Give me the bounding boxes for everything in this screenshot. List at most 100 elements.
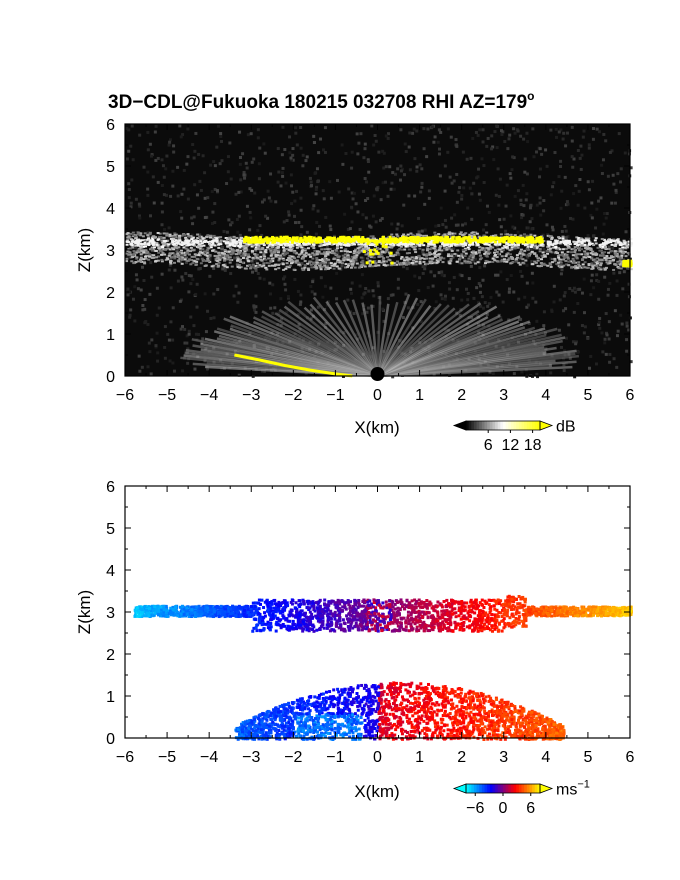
noise-pixel xyxy=(350,166,354,170)
noise-pixel xyxy=(448,287,452,291)
noise-pixel xyxy=(549,256,553,260)
cloud-pixel xyxy=(361,259,365,262)
strong-echo-pixel xyxy=(259,240,263,244)
noise-pixel xyxy=(601,158,605,162)
noise-pixel xyxy=(172,369,176,373)
cloud-pixel xyxy=(245,244,249,247)
noise-pixel xyxy=(560,189,564,193)
cloud-pixel xyxy=(581,263,585,266)
noise-pixel xyxy=(557,250,561,254)
noise-pixel xyxy=(197,333,201,337)
cloud-pixel xyxy=(605,257,609,260)
noise-pixel xyxy=(401,167,405,171)
cloud-pixel xyxy=(238,266,242,269)
cloud-pixel xyxy=(198,235,202,238)
noise-pixel xyxy=(563,291,567,295)
cloud-pixel xyxy=(433,231,437,234)
cloud-pixel xyxy=(249,236,253,239)
noise-pixel xyxy=(146,148,150,152)
strong-echo-pixel xyxy=(253,239,257,243)
cloud-pixel xyxy=(281,257,285,260)
cloud-pixel xyxy=(463,255,467,258)
upper-velocity-pixel xyxy=(357,603,361,607)
noise-pixel xyxy=(143,307,147,311)
noise-pixel xyxy=(606,174,610,178)
cloud-pixel xyxy=(190,238,194,241)
noise-pixel xyxy=(582,331,586,335)
noise-pixel xyxy=(486,304,490,308)
cloud-pixel xyxy=(493,259,497,262)
noise-pixel xyxy=(496,273,500,277)
noise-pixel xyxy=(309,284,313,288)
cloud-top-pixel xyxy=(483,243,487,246)
noise-pixel xyxy=(350,220,354,224)
cloud-pixel xyxy=(254,249,258,252)
cloud-pixel xyxy=(335,260,339,263)
cloud-pixel xyxy=(263,255,267,258)
noise-pixel xyxy=(608,360,612,364)
cloud-pixel xyxy=(297,261,301,264)
noise-pixel xyxy=(181,369,185,373)
noise-pixel xyxy=(450,216,454,220)
noise-pixel xyxy=(578,156,582,160)
noise-pixel xyxy=(193,149,197,153)
cloud-pixel xyxy=(282,249,286,252)
noise-pixel xyxy=(360,296,364,300)
cloud-pixel xyxy=(233,249,237,252)
cloud-pixel xyxy=(389,264,393,267)
noise-pixel xyxy=(279,317,283,321)
cloud-pixel xyxy=(389,254,393,257)
cloud-pixel xyxy=(327,250,331,253)
cloud-pixel xyxy=(624,255,628,258)
cloud-pixel xyxy=(173,257,177,260)
cloud-pixel xyxy=(610,250,614,253)
cloud-pixel xyxy=(226,245,230,248)
cloud-pixel xyxy=(428,260,432,263)
cloud-pixel xyxy=(521,253,525,256)
cloud-top-pixel xyxy=(172,240,176,243)
strong-echo-pixel xyxy=(349,240,353,244)
cloud-pixel xyxy=(433,245,437,248)
cloud-pixel xyxy=(182,252,186,255)
cloud-pixel xyxy=(587,237,591,240)
cloud-pixel xyxy=(564,247,568,250)
noise-pixel xyxy=(354,333,358,337)
noise-pixel xyxy=(313,292,317,296)
noise-pixel xyxy=(216,288,220,292)
cloud-pixel xyxy=(474,252,478,255)
cloud-pixel xyxy=(202,258,206,261)
noise-pixel xyxy=(522,137,526,141)
noise-pixel xyxy=(557,238,561,242)
strong-echo-pixel xyxy=(309,235,313,239)
noise-pixel xyxy=(463,258,467,262)
cloud-pixel xyxy=(233,238,237,241)
cloud-pixel xyxy=(140,252,144,255)
cloud-pixel xyxy=(281,246,285,249)
noise-pixel xyxy=(148,142,152,146)
noise-pixel xyxy=(525,131,529,135)
cloud-pixel xyxy=(600,238,604,241)
cloud-pixel xyxy=(270,264,274,267)
cloud-pixel xyxy=(460,262,464,265)
noise-pixel xyxy=(402,265,406,269)
cloud-pixel xyxy=(594,242,598,245)
cloud-pixel xyxy=(599,254,603,257)
noise-pixel xyxy=(140,265,144,269)
cloud-pixel xyxy=(315,252,319,255)
cloud-pixel xyxy=(528,252,532,255)
cloud-pixel xyxy=(190,259,194,262)
cloud-pixel xyxy=(539,258,543,261)
cloud-pixel xyxy=(584,253,588,256)
cloud-pixel xyxy=(505,245,509,248)
noise-pixel xyxy=(263,151,267,155)
reflectivity-ytick-label: 6 xyxy=(106,117,115,134)
noise-pixel xyxy=(411,131,415,135)
cloud-pixel xyxy=(541,255,545,258)
cloud-pixel xyxy=(332,252,336,255)
cloud-pixel xyxy=(468,244,472,247)
noise-pixel xyxy=(280,171,284,175)
noise-pixel xyxy=(615,279,619,283)
cloud-pixel xyxy=(172,237,176,240)
noise-pixel xyxy=(418,163,422,167)
cloud-pixel xyxy=(508,249,512,252)
